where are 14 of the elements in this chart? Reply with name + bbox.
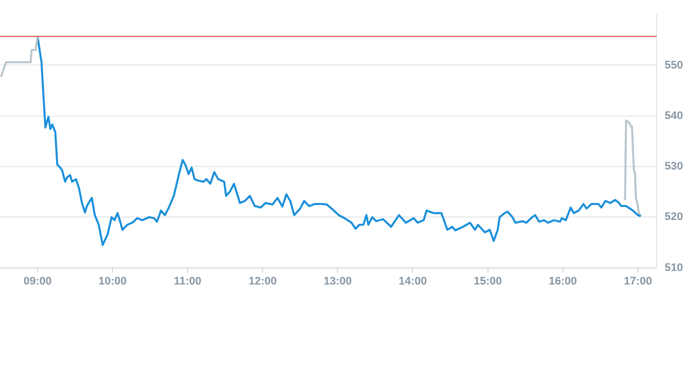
y-tick-label: 510: [664, 262, 684, 274]
y-tick-label: 530: [664, 160, 684, 173]
x-tick-label: 15:00: [474, 275, 502, 288]
x-tick-label: 12:00: [248, 275, 277, 288]
y-tick-label: 540: [664, 110, 684, 122]
x-tick-label: 13:00: [324, 275, 352, 288]
y-tick-label: 550: [664, 59, 684, 72]
x-tick-label: 11:00: [174, 275, 202, 288]
x-tick-label: 17:00: [624, 275, 652, 288]
x-tick-label: 09:00: [23, 275, 52, 288]
x-tick-label: 16:00: [548, 275, 577, 288]
y-tick-label: 520: [664, 211, 684, 224]
x-tick-label: 14:00: [398, 275, 427, 288]
x-tick-label: 10:00: [98, 275, 127, 288]
